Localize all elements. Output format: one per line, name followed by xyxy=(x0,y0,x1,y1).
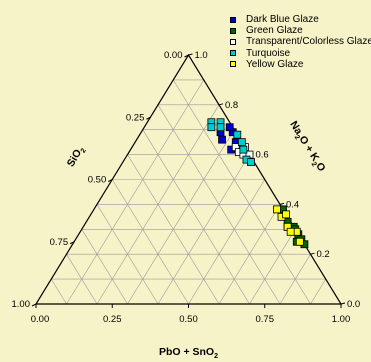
grid-line-na2o xyxy=(66,254,98,305)
left-tick-label: 0.50 xyxy=(88,175,107,186)
left-tick-label: 1.00 xyxy=(12,299,31,310)
legend-entry: Yellow Glaze xyxy=(230,59,371,70)
data-point xyxy=(273,205,281,214)
data-point xyxy=(282,210,291,219)
legend-swatch xyxy=(230,39,236,45)
grid-line-pbo xyxy=(66,79,205,305)
right-tick-label: 0.0 xyxy=(347,299,360,310)
grid-line-pbo xyxy=(127,129,235,305)
legend: Dark Blue Glaze Green Glaze Transparent/Co… xyxy=(230,14,371,70)
data-points xyxy=(207,118,309,249)
grid-line-na2o xyxy=(96,204,159,305)
data-point xyxy=(216,123,225,132)
grid-line-na2o xyxy=(111,179,189,305)
bottom-tick-label: 0.50 xyxy=(179,314,198,325)
legend-entry: Green Glaze xyxy=(230,25,371,36)
left-tick-mark xyxy=(146,116,151,120)
grid-line-pbo xyxy=(249,229,296,305)
data-point xyxy=(225,123,234,132)
tick-labels: 0.00 0.25 0.50 0.75 1.001.000.750.500.250.00… xyxy=(12,50,361,325)
left-tick-mark xyxy=(108,179,113,182)
series-turquoise xyxy=(207,118,255,166)
data-point xyxy=(286,227,295,236)
legend-label: Green Glaze xyxy=(246,25,303,37)
right-tick-mark xyxy=(279,202,285,205)
data-point xyxy=(295,237,304,246)
legend-label: Dark Blue Glaze xyxy=(246,14,319,25)
right-tick-label: 0.6 xyxy=(256,150,269,161)
legend-label: Turquoise xyxy=(246,47,291,59)
left-tick-label: 0.00 xyxy=(164,50,183,61)
data-point xyxy=(239,145,248,154)
bottom-tick-label: 0.00 xyxy=(31,314,50,325)
right-tick-mark xyxy=(340,302,346,305)
legend-label: Yellow Glaze xyxy=(246,58,304,70)
series-yellow-glaze xyxy=(273,205,304,246)
left-tick-mark xyxy=(31,303,37,307)
legend-swatch xyxy=(230,27,236,34)
legend-swatch xyxy=(230,50,236,57)
grid-line-pbo xyxy=(310,278,327,305)
bottom-tick-label: 0.75 xyxy=(256,314,275,325)
left-tick-label: 0.75 xyxy=(50,237,69,248)
grid-line-na2o xyxy=(142,129,250,305)
legend-entry: Dark Blue Glaze xyxy=(230,14,371,25)
grid-line-pbo xyxy=(188,179,266,305)
bottom-tick-label: 0.25 xyxy=(103,314,122,325)
grid-line-pbo xyxy=(279,254,311,305)
grid-line-pbo xyxy=(218,204,281,305)
legend-swatch xyxy=(230,61,236,68)
data-point xyxy=(207,123,216,132)
right-tick-label: 0.4 xyxy=(286,199,299,210)
right-tick-mark xyxy=(218,103,224,106)
data-point xyxy=(247,158,255,166)
right-tick-label: 1.0 xyxy=(195,50,208,61)
legend-swatch xyxy=(230,16,236,23)
data-point xyxy=(218,135,226,144)
grid-lines xyxy=(50,79,327,305)
grid-line-na2o xyxy=(50,278,67,305)
left-axis-title: SiO2 xyxy=(65,144,88,170)
grid-line-na2o xyxy=(81,229,128,305)
right-tick-label: 0.2 xyxy=(317,249,330,260)
right-tick-mark xyxy=(310,252,315,255)
right-axis-title: Na2O + K2O xyxy=(286,119,328,175)
bottom-tick-label: 1.00 xyxy=(332,314,351,325)
grid-line-na2o xyxy=(172,79,311,305)
legend-entry: Turquoise xyxy=(230,48,371,59)
data-point xyxy=(233,130,242,139)
legend-label: Transparent/Colorless Glaze xyxy=(246,36,371,48)
right-tick-label: 0.8 xyxy=(225,100,238,111)
series-dark-blue-glaze xyxy=(216,123,240,154)
left-tick-mark xyxy=(69,241,75,245)
left-tick-mark xyxy=(184,54,189,58)
legend-entry: Transparent/Colorless Glaze xyxy=(230,36,371,47)
bottom-axis-title: PbO + SnO2 xyxy=(159,346,218,360)
left-tick-label: 0.25 xyxy=(126,112,145,123)
data-point xyxy=(237,138,246,147)
right-tick-mark xyxy=(188,53,193,56)
